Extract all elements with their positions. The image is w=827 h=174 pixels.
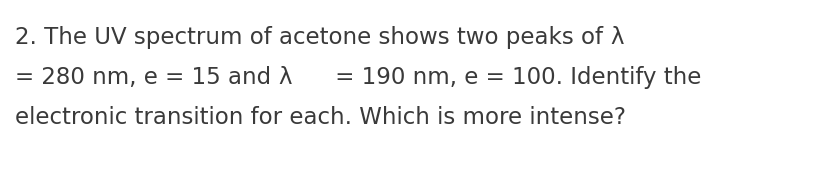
Text: λ: λ [278,66,292,89]
Text: electronic transition for each. Which is more intense?: electronic transition for each. Which is… [15,106,625,129]
Text: 2. The UV spectrum of acetone shows two peaks of: 2. The UV spectrum of acetone shows two … [15,26,609,49]
Text: λ: λ [609,26,623,49]
Text: = 280 nm, e = 15 and: = 280 nm, e = 15 and [15,66,278,89]
Text: = 190 nm, e = 100. Identify the: = 190 nm, e = 100. Identify the [327,66,700,89]
